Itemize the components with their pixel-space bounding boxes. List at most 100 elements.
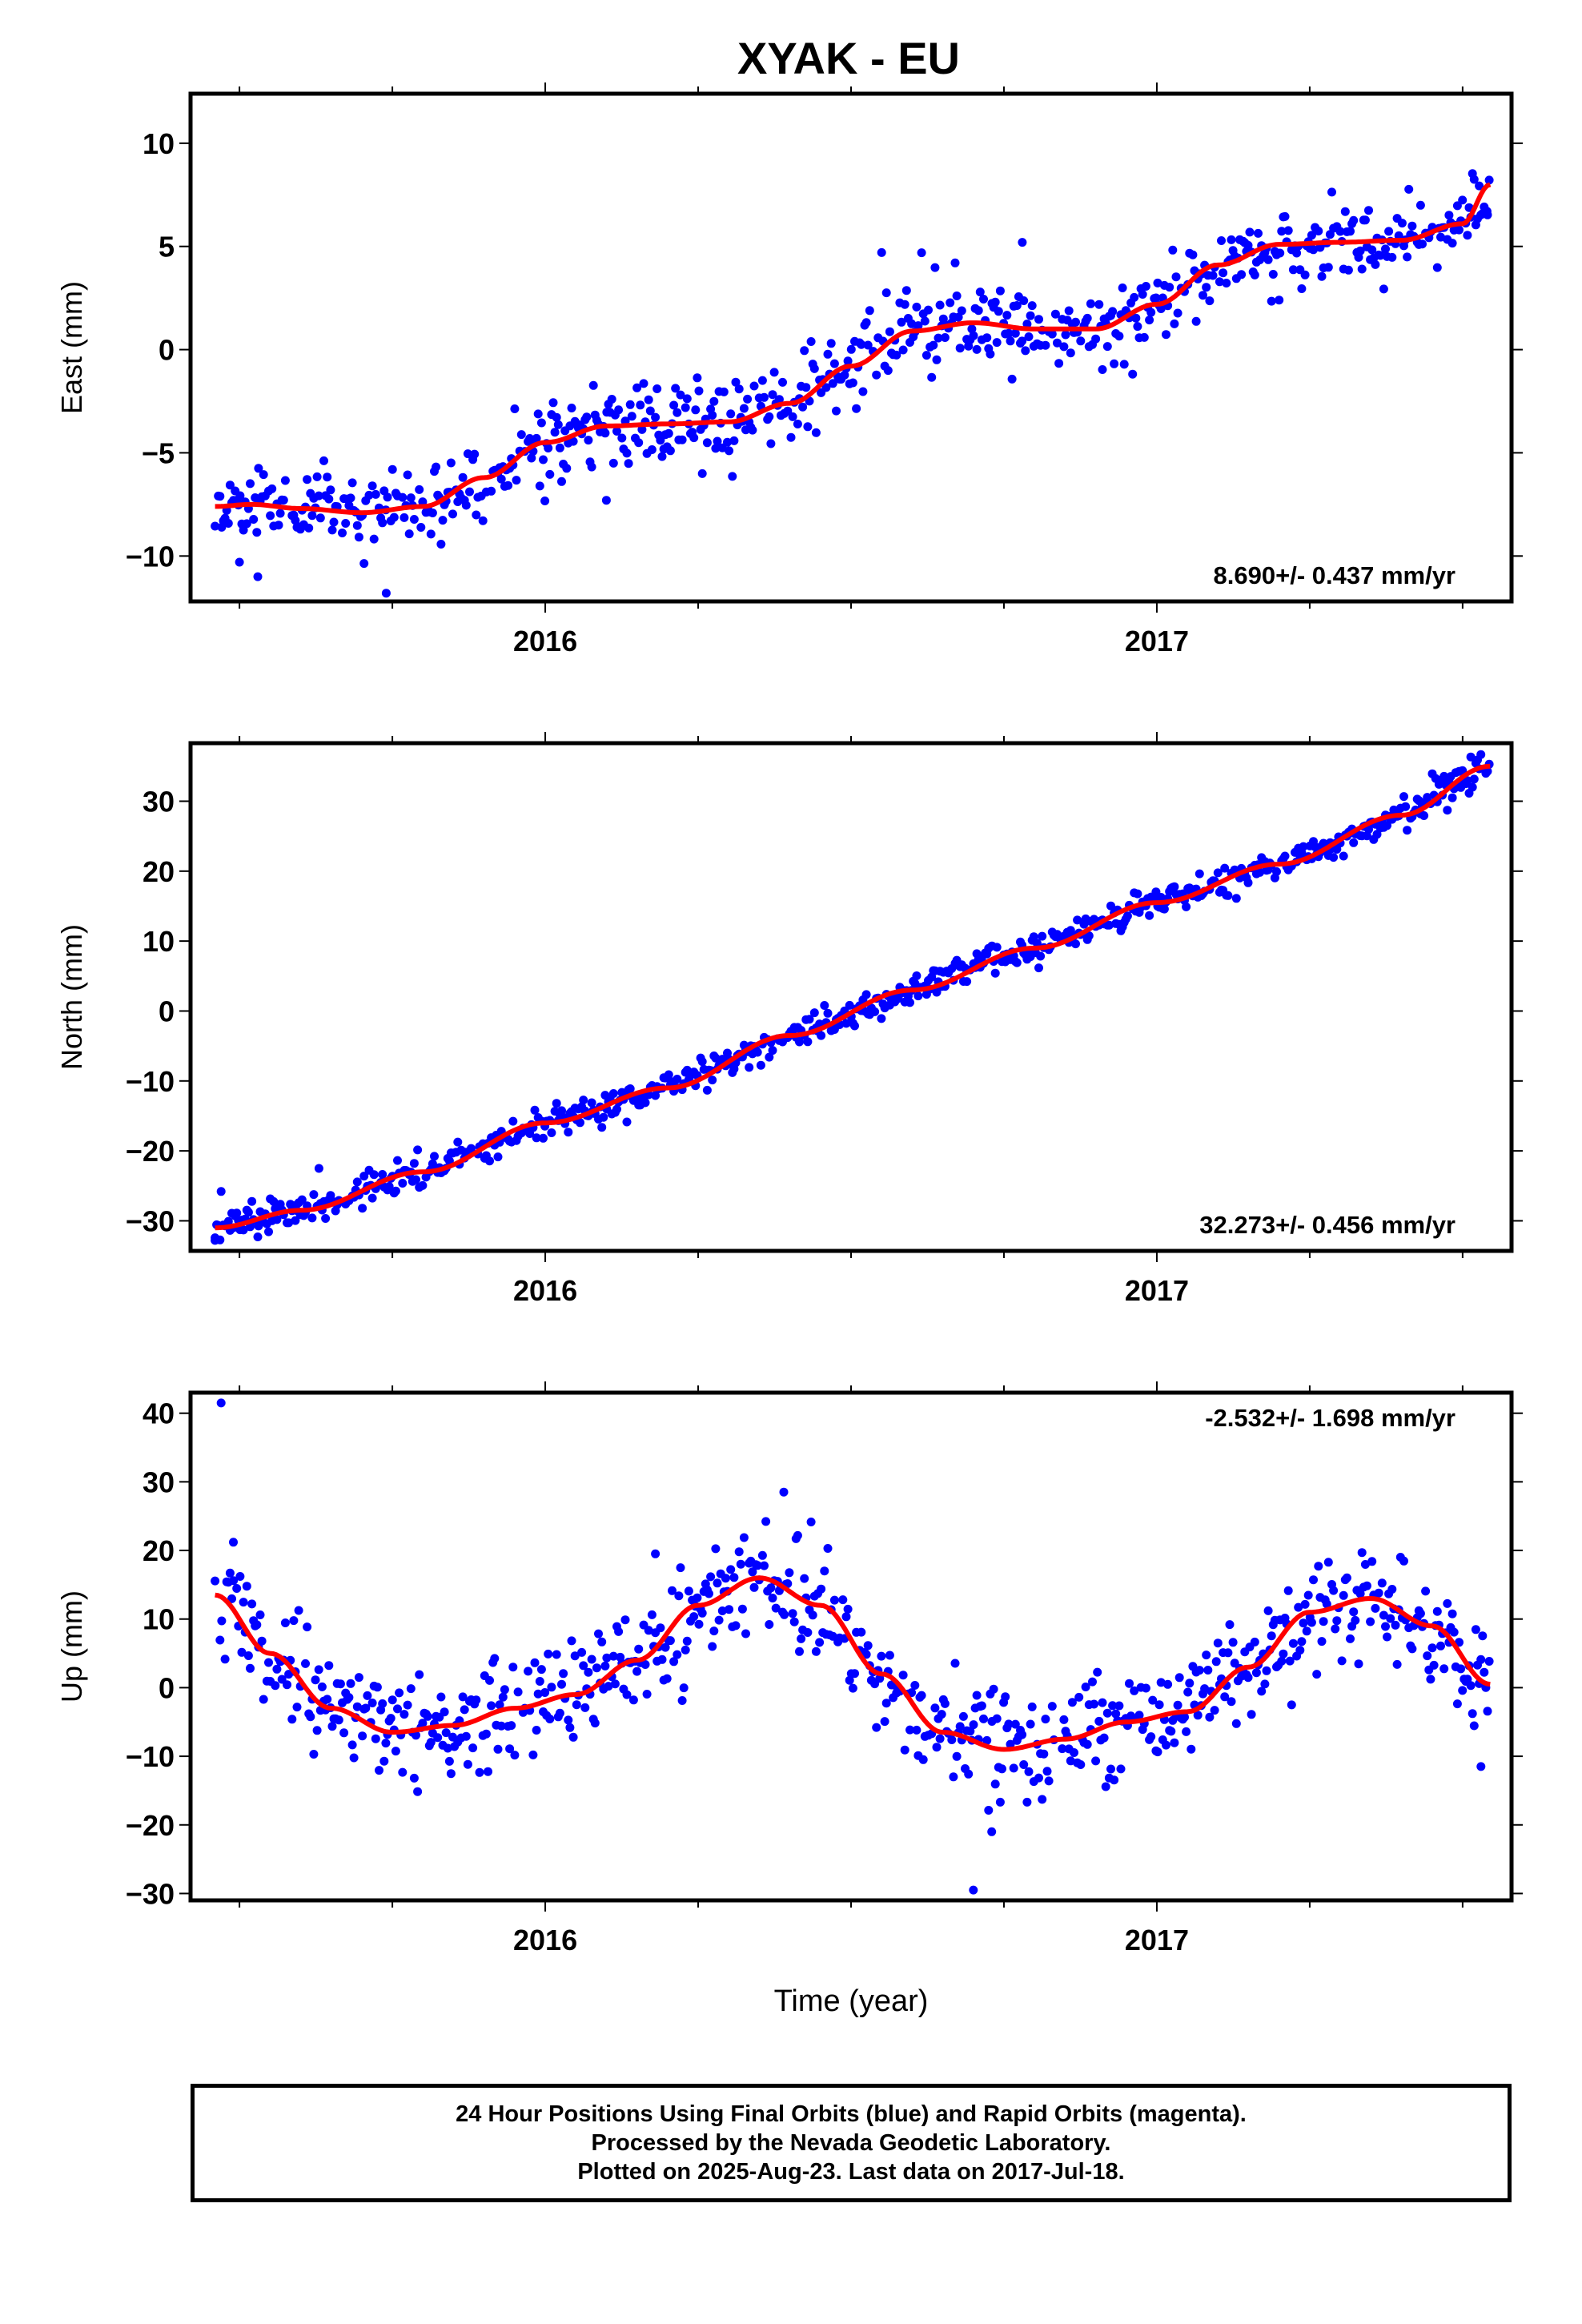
data-point — [974, 306, 983, 316]
data-point — [637, 424, 647, 434]
data-point — [323, 472, 332, 482]
data-point — [470, 449, 480, 459]
data-point — [863, 340, 873, 350]
data-point — [1180, 1712, 1189, 1722]
panel-1-frame — [188, 91, 1514, 604]
data-point — [845, 1000, 854, 1010]
data-point — [865, 306, 874, 316]
data-point — [952, 292, 962, 300]
data-point — [391, 1747, 400, 1756]
data-point — [872, 1723, 881, 1732]
data-point — [398, 1767, 408, 1777]
data-point — [587, 1655, 596, 1664]
data-point — [632, 383, 642, 392]
data-point — [1213, 1638, 1223, 1648]
data-point — [726, 409, 736, 419]
data-point — [949, 1772, 958, 1782]
data-point — [693, 1593, 702, 1602]
data-point — [1082, 313, 1092, 323]
data-point — [748, 1567, 757, 1577]
data-point — [433, 1733, 443, 1743]
data-point — [1195, 869, 1204, 879]
data-point — [1399, 1556, 1408, 1566]
data-point — [967, 324, 977, 334]
data-point — [294, 1606, 303, 1615]
data-point — [1300, 1599, 1310, 1609]
data-point — [1272, 866, 1281, 876]
data-point — [1122, 911, 1132, 921]
data-point — [1452, 1699, 1462, 1709]
data-point-outlier — [651, 1549, 661, 1558]
data-point — [1066, 1756, 1075, 1766]
data-point — [1475, 181, 1484, 191]
data-point — [872, 370, 881, 380]
data-point — [327, 1722, 337, 1731]
data-point — [567, 1636, 576, 1646]
data-point — [786, 432, 796, 442]
data-point — [468, 1743, 478, 1753]
data-point — [757, 376, 767, 385]
data-point — [1418, 239, 1427, 249]
data-point — [713, 1578, 722, 1588]
data-point — [398, 1179, 408, 1188]
data-point — [1331, 1624, 1340, 1634]
data-point — [1185, 1679, 1195, 1688]
panel-2-rate-label: 32.273+/- 0.456 mm/yr — [1199, 1211, 1456, 1239]
data-point-outlier — [381, 589, 391, 598]
data-point — [349, 1753, 359, 1763]
data-point — [1367, 245, 1377, 255]
data-point — [793, 420, 802, 428]
data-point — [1170, 882, 1179, 891]
data-point — [990, 297, 1000, 307]
data-point — [636, 400, 645, 410]
data-point — [966, 1727, 975, 1736]
data-point — [800, 346, 809, 356]
data-point — [917, 248, 926, 258]
data-point — [215, 492, 225, 501]
data-point — [272, 1215, 282, 1224]
panel-1-ytick-label: −10 — [126, 540, 175, 573]
data-point — [467, 1144, 476, 1153]
data-point — [572, 1700, 581, 1710]
data-point — [1074, 1692, 1084, 1702]
data-point — [1387, 252, 1397, 262]
data-point — [622, 1117, 632, 1127]
data-point — [398, 493, 408, 502]
data-point — [1379, 284, 1388, 294]
data-point — [1047, 329, 1057, 339]
data-point — [409, 515, 419, 524]
data-point — [760, 392, 769, 402]
data-point — [741, 1629, 750, 1638]
data-point — [1436, 232, 1445, 242]
data-point — [1125, 1679, 1134, 1688]
data-point — [448, 509, 457, 519]
data-point — [379, 1756, 389, 1766]
data-point — [612, 427, 621, 436]
data-point — [1307, 231, 1316, 240]
data-point — [905, 998, 914, 1007]
data-point — [255, 1610, 265, 1619]
data-point — [937, 1710, 946, 1719]
data-point — [1317, 271, 1327, 281]
data-point — [1469, 175, 1479, 184]
data-point — [415, 1670, 424, 1679]
data-point — [766, 439, 776, 448]
data-point — [1110, 1775, 1119, 1785]
data-point — [287, 1715, 297, 1724]
data-point — [1139, 332, 1149, 342]
data-point — [1309, 1575, 1318, 1585]
data-point — [1034, 315, 1043, 324]
data-point — [1332, 1616, 1342, 1626]
data-point — [1006, 1739, 1015, 1749]
data-point — [1255, 867, 1265, 877]
data-point — [640, 1098, 650, 1108]
data-point — [826, 339, 836, 348]
data-point — [778, 377, 787, 387]
data-point — [697, 1057, 707, 1067]
data-point — [580, 1703, 590, 1712]
data-point — [881, 1699, 891, 1708]
data-point — [1429, 1660, 1439, 1670]
data-point — [924, 305, 933, 315]
data-point — [1443, 1598, 1452, 1608]
data-point — [821, 383, 831, 392]
